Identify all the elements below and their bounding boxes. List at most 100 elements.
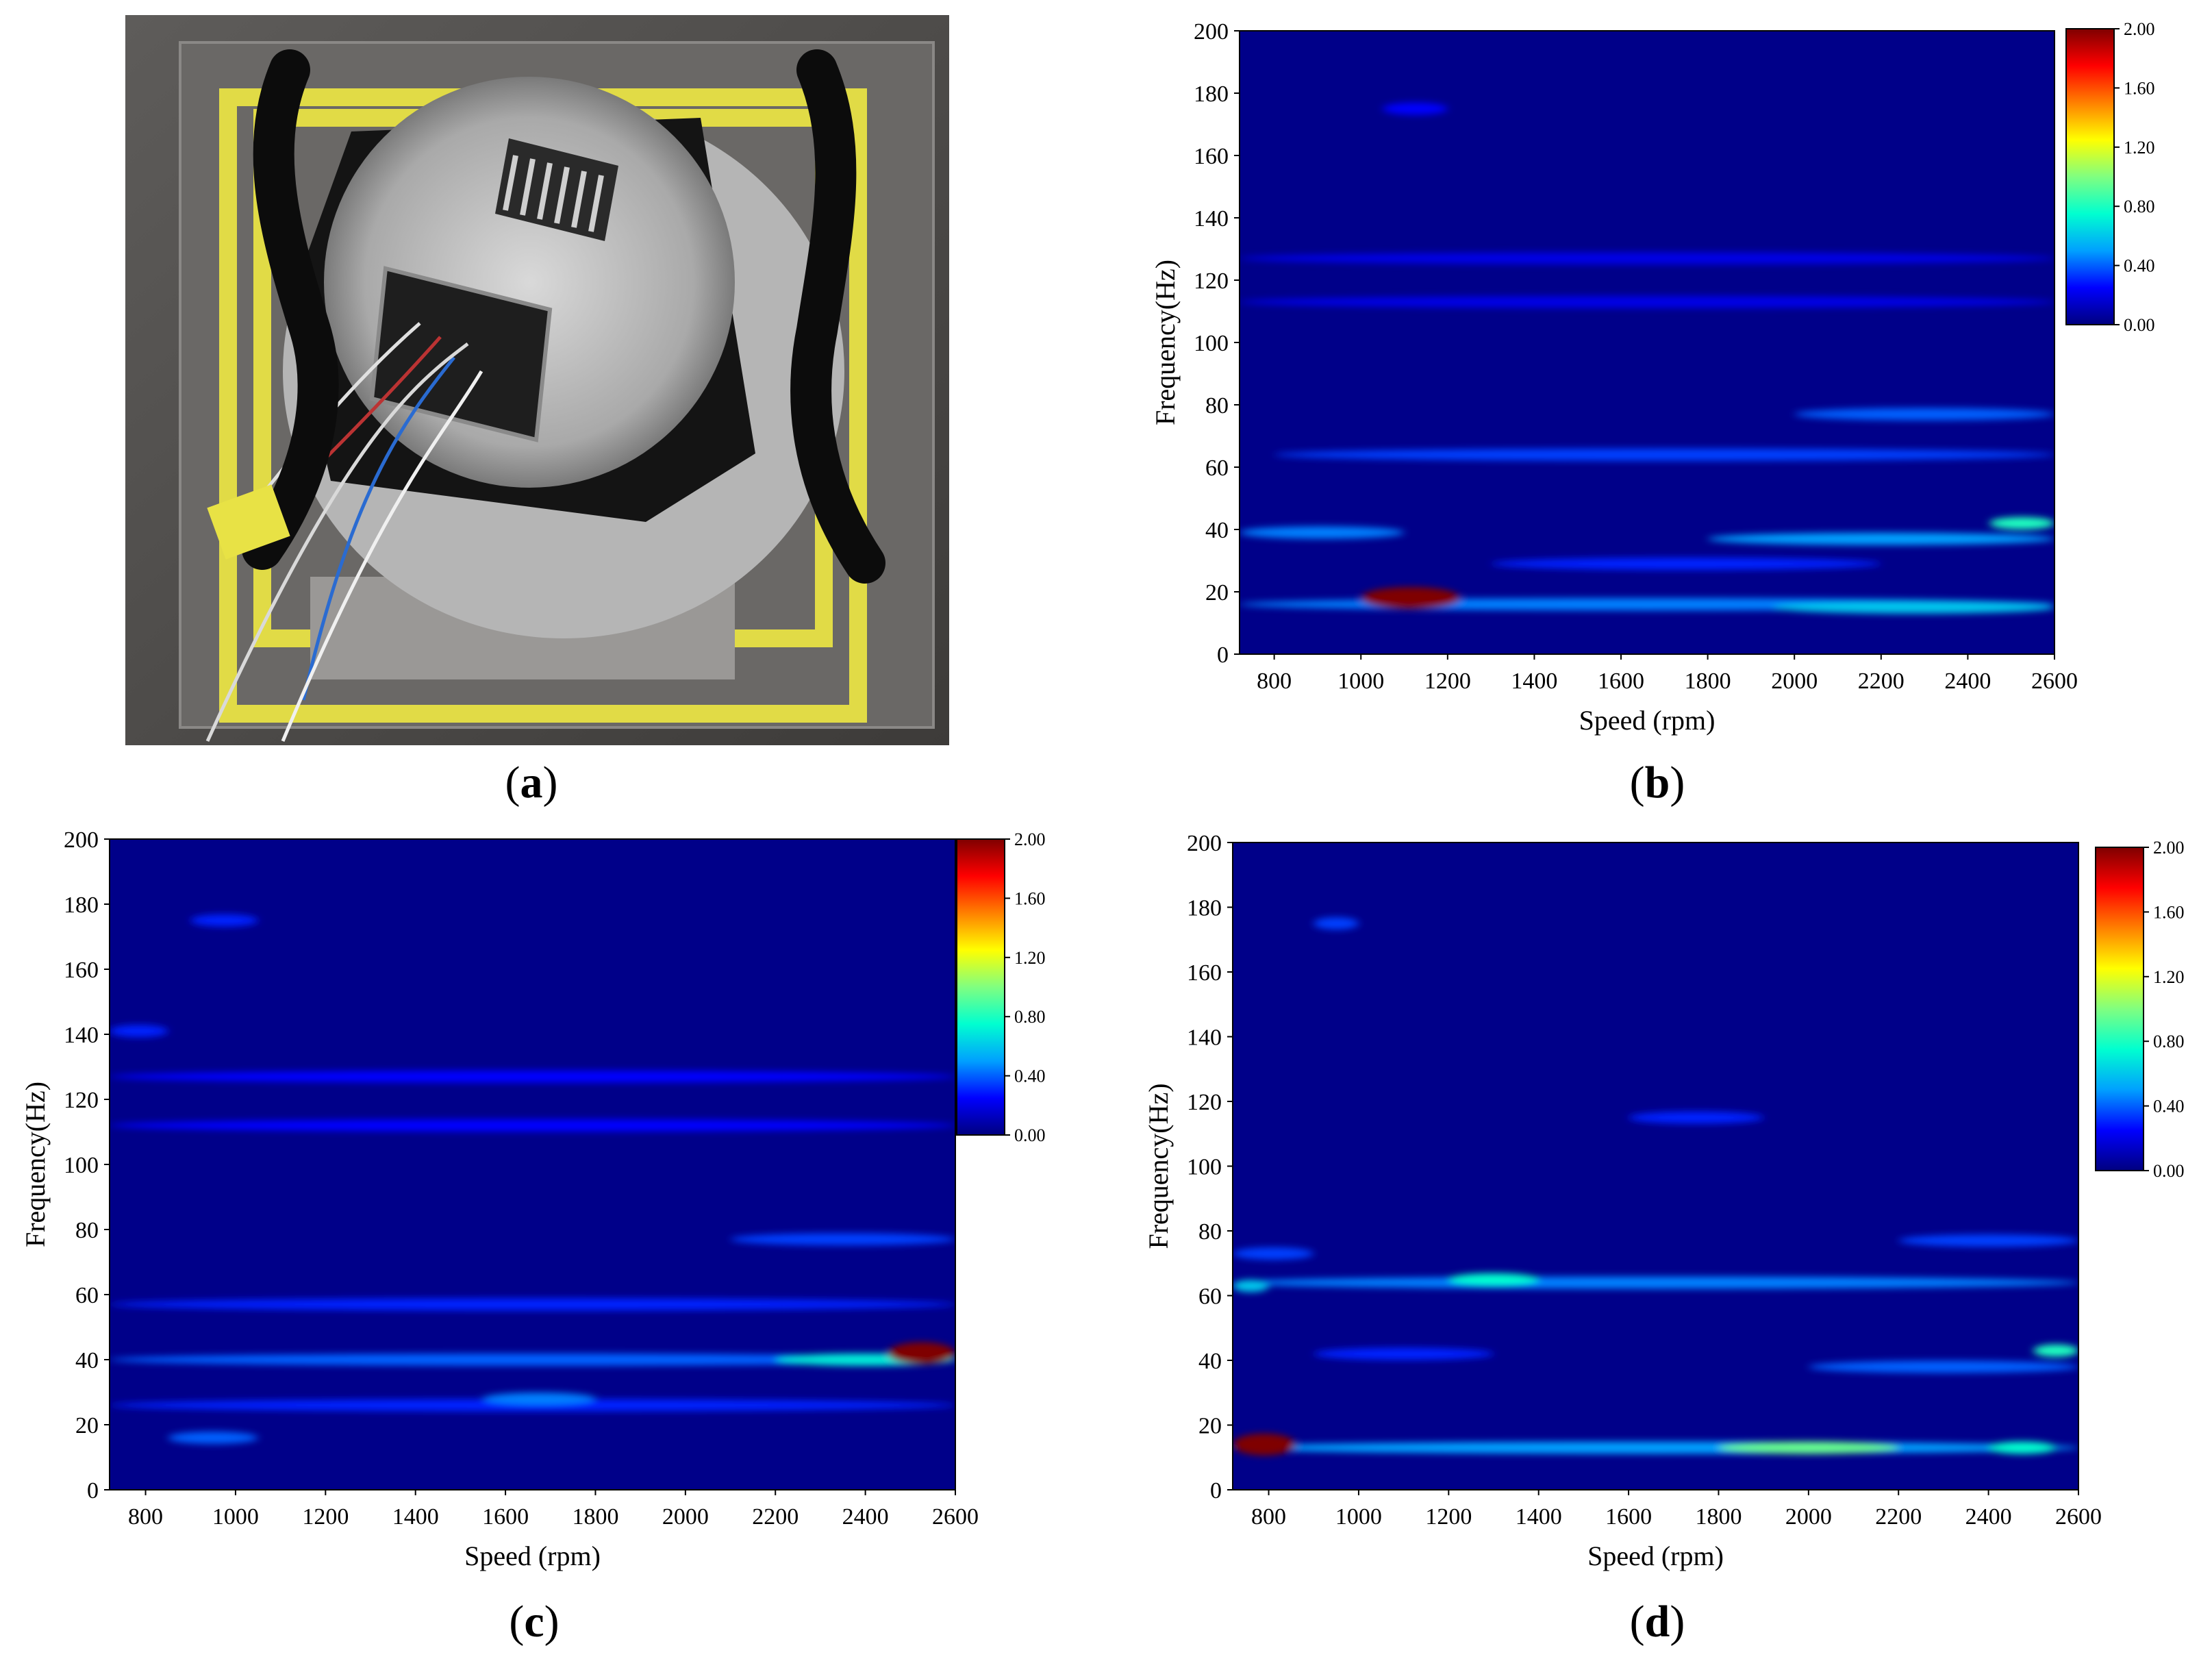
y-tick-label: 120 [1187,1090,1222,1115]
heatmap-band [1898,1234,2078,1247]
heatmap-band [1233,1276,2078,1289]
photo-fan-motor [125,15,949,745]
caption-c: (c) [509,1597,560,1647]
heatmap-band [1629,1111,1764,1124]
y-tick-label: 160 [1187,960,1222,986]
colorbar-tick-label: 1.20 [2124,138,2155,158]
y-tick-label: 0 [1210,1478,1222,1503]
x-tick-label: 1800 [1695,1504,1742,1530]
heatmap-c: 800 1000 1200 1400 1600 1800 2000 2200 2400 26000… [20,827,1046,1571]
caption-b: (b) [1629,758,1685,808]
heatmap-band [1808,1360,2078,1373]
colorbar-tick-label: 0.40 [2153,1097,2185,1116]
y-tick-label: 40 [75,1348,99,1373]
heatmap-band [1274,448,2054,461]
heatmap-band [483,1393,596,1405]
heatmap-band [1772,601,2054,614]
x-tick-label: 2000 [1785,1504,1832,1530]
heatmap-band [1233,1247,1314,1260]
heatmap-band [1233,1441,2078,1454]
x-tick-label: 1200 [1424,669,1471,694]
x-tick-label: 2200 [1858,669,1905,694]
heatmap-band [1233,1280,1269,1293]
heatmap-band [1233,1433,1296,1456]
colorbar-tick-label: 1.60 [2124,78,2155,98]
heatmap-band [1361,587,1461,610]
heatmap-band [110,1298,955,1311]
y-axis-label: Frequency(Hz) [1150,260,1181,425]
colorbar [2065,28,2115,325]
y-tick-label: 180 [1194,82,1229,107]
y-tick-label: 100 [1194,331,1229,356]
x-tick-label: 1200 [1425,1504,1472,1530]
y-tick-label: 80 [75,1218,99,1243]
y-tick-label: 160 [64,958,99,983]
colorbar-tick-label: 1.60 [1014,888,1046,908]
y-tick-label: 20 [75,1413,99,1438]
x-tick-label: 1600 [1598,669,1644,694]
x-tick-label: 2400 [1965,1504,2012,1530]
y-tick-label: 100 [1187,1155,1222,1180]
y-tick-label: 40 [1205,518,1229,543]
y-tick-label: 200 [1187,831,1222,856]
heatmap-band [110,1399,955,1412]
x-tick-label: 2000 [1771,669,1818,694]
y-axis-label: Frequency(Hz) [1143,1083,1174,1249]
colorbar-tick-label: 2.00 [2153,838,2185,858]
colorbar-tick-label: 0.00 [2153,1161,2185,1181]
colorbar [956,838,1005,1136]
heatmap-band [1718,1441,1899,1454]
y-tick-label: 200 [1194,19,1229,45]
x-tick-label: 1800 [1685,669,1731,694]
y-tick-label: 0 [87,1478,99,1503]
colorbar-tick-label: 0.00 [1014,1125,1046,1145]
x-tick-label: 800 [1251,1504,1286,1530]
x-tick-label: 1000 [212,1504,259,1530]
heatmap-band [1240,295,2054,308]
y-tick-label: 20 [1198,1414,1222,1439]
x-tick-label: 1600 [482,1504,529,1530]
y-tick-label: 0 [1217,642,1229,668]
x-tick-label: 2400 [842,1504,889,1530]
x-axis-label: Speed (rpm) [464,1540,601,1571]
colorbar-tick-label: 0.40 [2124,256,2155,276]
x-tick-label: 1200 [302,1504,349,1530]
heatmap-band [1989,516,2054,529]
x-tick-label: 800 [1257,669,1292,694]
x-tick-label: 1400 [1511,669,1557,694]
colorbar [2095,847,2144,1171]
x-tick-label: 1400 [1516,1504,1562,1530]
y-tick-label: 160 [1194,144,1229,169]
plot-area [1233,843,2078,1490]
x-tick-label: 2600 [932,1504,979,1530]
heatmap-band [1382,102,1448,115]
x-tick-label: 2200 [1875,1504,1922,1530]
y-tick-label: 140 [1187,1025,1222,1051]
x-tick-label: 1800 [572,1504,618,1530]
y-axis-label: Frequency(Hz) [20,1082,51,1247]
colorbar-tick-label: 0.80 [1014,1007,1046,1027]
heatmap-band [190,914,258,927]
heatmap-band [730,1233,955,1246]
colorbar-tick-label: 2.00 [1014,829,1046,849]
y-tick-label: 120 [1194,269,1229,294]
heatmap-band [2033,1344,2078,1357]
heatmap-band [110,1025,168,1038]
x-tick-label: 1400 [392,1504,439,1530]
x-axis-label: Speed (rpm) [1587,1540,1724,1571]
heatmap-band [110,1353,955,1366]
heatmap-band [1794,408,2054,421]
heatmap-d: 800 1000 1200 1400 1600 1800 2000 2200 2400 26000… [1143,831,2185,1571]
x-axis-label: Speed (rpm) [1579,705,1715,736]
x-tick-label: 1000 [1337,669,1384,694]
y-tick-label: 40 [1198,1349,1222,1374]
heatmap-band [1491,558,1881,571]
y-tick-label: 180 [1187,896,1222,921]
x-tick-label: 1000 [1335,1504,1382,1530]
y-tick-label: 180 [64,893,99,918]
y-tick-label: 120 [64,1088,99,1113]
x-tick-label: 800 [128,1504,163,1530]
colorbar-tick-label: 0.80 [2153,1032,2185,1051]
heatmap-band [888,1342,955,1364]
y-tick-label: 140 [64,1023,99,1048]
